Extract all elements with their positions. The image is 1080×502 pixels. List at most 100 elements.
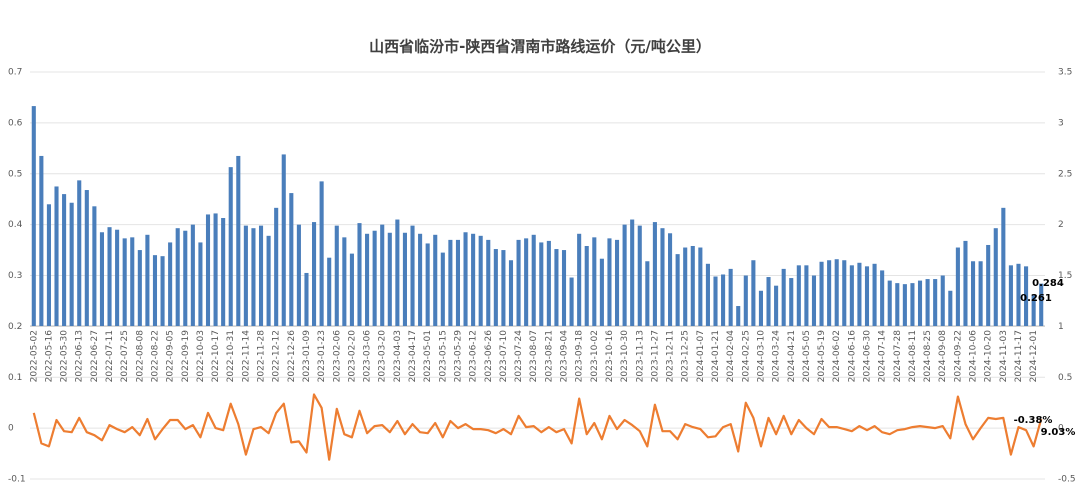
bar — [592, 237, 597, 326]
x-tick-label: 2023-06-26 — [484, 330, 494, 383]
bar — [39, 155, 44, 326]
bar — [842, 260, 847, 326]
x-tick-label: 2023-01-09 — [302, 330, 312, 383]
bar — [471, 233, 476, 326]
x-tick-label: 2024-02-04 — [726, 330, 736, 383]
bar — [887, 280, 892, 326]
bar — [516, 239, 521, 326]
bar — [175, 228, 180, 326]
annotation: 9.03% — [1041, 427, 1076, 438]
x-tick-label: 2024-09-22 — [953, 330, 963, 382]
bar — [31, 106, 36, 327]
bar — [675, 254, 680, 326]
bar — [501, 250, 506, 326]
data-label: 0.284 — [1032, 278, 1064, 289]
x-tick-label: 2024-08-25 — [923, 330, 933, 382]
y2-tick-label: 3.5 — [1058, 68, 1072, 78]
y2-tick-label: 0 — [1058, 424, 1064, 434]
bar — [418, 233, 423, 326]
y2-tick-label: 2 — [1058, 220, 1064, 230]
bar — [387, 232, 392, 326]
x-tick-label: 2024-03-24 — [772, 330, 782, 383]
bar — [698, 247, 703, 326]
bar — [645, 261, 650, 326]
bar — [857, 262, 862, 326]
bar — [766, 277, 771, 326]
bar — [236, 155, 241, 326]
bar — [705, 263, 710, 326]
bar — [811, 275, 817, 326]
bar — [902, 284, 907, 326]
x-tick-label: 2024-01-21 — [711, 330, 721, 382]
bar — [652, 222, 657, 326]
bar — [296, 224, 301, 326]
x-tick-label: 2024-10-06 — [969, 330, 979, 383]
x-tick-label: 2023-03-06 — [363, 330, 373, 383]
bar — [546, 240, 551, 326]
bar — [986, 244, 991, 326]
bar — [1039, 283, 1044, 326]
bar — [365, 233, 370, 326]
y-tick-label: 0.3 — [8, 271, 22, 281]
x-tick-label: 2023-02-20 — [347, 330, 357, 383]
x-tick-label: 2023-05-15 — [438, 330, 448, 382]
bar — [827, 260, 832, 326]
bar — [743, 275, 748, 326]
bar — [221, 218, 226, 326]
bar — [334, 225, 339, 326]
x-tick-label: 2022-07-25 — [120, 330, 130, 382]
bar — [796, 265, 801, 326]
bar — [62, 194, 67, 326]
bar — [569, 277, 574, 326]
bar — [607, 238, 612, 326]
x-tick-label: 2022-09-19 — [181, 330, 191, 383]
y2-tick-label: -0.5 — [1058, 475, 1076, 485]
bar — [77, 180, 82, 326]
y-tick-label: 0.7 — [8, 68, 22, 78]
x-tick-label: 2023-07-24 — [514, 330, 524, 383]
bar — [1016, 263, 1021, 326]
bar — [395, 219, 400, 326]
bar — [660, 228, 665, 326]
bar — [599, 258, 604, 326]
x-tick-label: 2022-05-30 — [60, 330, 70, 383]
bar — [152, 255, 158, 326]
bar — [410, 225, 415, 326]
x-tick-label: 2024-06-16 — [847, 330, 857, 383]
bar — [327, 257, 332, 326]
bar — [1024, 266, 1029, 326]
chart-title: 山西省临汾市-陕西省渭南市路线运价（元/吨公里） — [369, 38, 711, 56]
bar — [190, 224, 195, 326]
bar — [637, 225, 642, 326]
x-tick-label: 2022-07-11 — [105, 330, 115, 382]
bar — [736, 306, 741, 326]
bar — [917, 280, 923, 326]
bar — [145, 234, 150, 326]
x-tick-label: 2024-12-01 — [1029, 330, 1039, 382]
bar — [668, 233, 673, 326]
x-tick-label: 2023-04-03 — [393, 330, 403, 382]
x-tick-label: 2023-05-01 — [423, 330, 433, 382]
bar — [524, 238, 529, 326]
x-tick-label: 2023-02-06 — [332, 330, 342, 383]
x-tick-label: 2024-08-11 — [908, 330, 918, 382]
x-tick-label: 2022-06-13 — [75, 330, 85, 382]
bar — [864, 266, 870, 326]
bar — [486, 239, 491, 326]
bar — [774, 285, 779, 326]
bar — [130, 237, 135, 326]
bar — [819, 261, 824, 326]
bar — [251, 228, 256, 326]
y-tick-label: 0.2 — [8, 322, 22, 332]
x-tick-label: 2022-08-22 — [150, 330, 160, 382]
bar — [584, 245, 589, 326]
bar — [312, 222, 317, 326]
bar — [804, 265, 809, 326]
x-tick-label: 2023-12-11 — [666, 330, 676, 382]
bar — [758, 290, 763, 326]
x-tick-label: 2023-10-16 — [605, 330, 615, 383]
x-tick-label: 2024-01-07 — [696, 330, 706, 382]
bar — [963, 240, 968, 326]
bar — [258, 225, 264, 326]
